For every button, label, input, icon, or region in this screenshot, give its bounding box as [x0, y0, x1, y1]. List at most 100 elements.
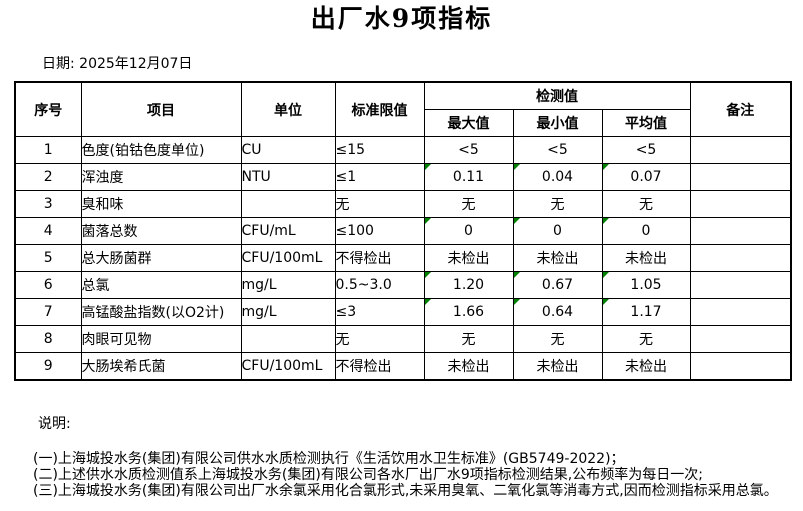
cell-avg-value: 无 [601, 325, 691, 353]
green-corner-flag-icon [514, 272, 520, 278]
green-corner-flag-icon [425, 164, 431, 170]
cell-avg-value: 未检出 [601, 352, 691, 381]
table-header-row-1: 序号 项目 单位 标准限值 检测值 备注 [14, 81, 792, 137]
cell-no: 4 [14, 217, 82, 245]
cell-item: 总大肠菌群 [80, 244, 242, 272]
note-line: (三)上海城投水务(集团)有限公司出厂水余氯采用化合氯形式,未采用臭氧、二氧化氯… [33, 483, 778, 499]
cell-avg-value: 无 [601, 190, 691, 218]
cell-avg-value: 1.05 [601, 271, 691, 299]
cell-item: 总氯 [80, 271, 242, 299]
table-row: 1 色度(铂钴色度单位) CU ≤15 <5 <5 <5 [14, 136, 792, 164]
cell-limit: 0.5~3.0 [334, 271, 425, 299]
cell-min-value: 无 [512, 190, 603, 218]
cell-unit: CFU/mL [240, 217, 336, 245]
cell-remark [689, 298, 792, 326]
cell-item: 臭和味 [80, 190, 242, 218]
page-title: 出厂水9项指标 [310, 4, 493, 33]
cell-min-value: 未检出 [512, 352, 603, 381]
header-unit: 单位 [240, 81, 336, 137]
header-max: 最大值 [423, 109, 514, 137]
cell-remark [689, 217, 792, 245]
cell-unit: mg/L [240, 271, 336, 299]
table-row: 4 菌落总数 CFU/mL ≤100 0 0 0 [14, 217, 792, 245]
cell-item: 高锰酸盐指数(以O2计) [80, 298, 242, 326]
cell-limit: 无 [334, 325, 425, 353]
cell-max-value: 0.11 [423, 163, 514, 191]
cell-max-value: 1.20 [423, 271, 514, 299]
header-remark: 备注 [689, 81, 792, 137]
cell-item: 肉眼可见物 [80, 325, 242, 353]
cell-item: 菌落总数 [80, 217, 242, 245]
cell-no: 5 [14, 244, 82, 272]
cell-no: 7 [14, 298, 82, 326]
cell-no: 8 [14, 325, 82, 353]
cell-unit [240, 190, 336, 218]
green-corner-flag-icon [514, 299, 520, 305]
cell-avg-value: 1.17 [601, 298, 691, 326]
cell-item: 大肠埃希氏菌 [80, 352, 242, 381]
cell-item: 浑浊度 [80, 163, 242, 191]
cell-limit: ≤100 [334, 217, 425, 245]
cell-max-value: 未检出 [423, 352, 514, 381]
table-row: 6 总氯 mg/L 0.5~3.0 1.20 0.67 1.05 [14, 271, 792, 299]
table-row: 9 大肠埃希氏菌 CFU/100mL 不得检出 未检出 未检出 未检出 [14, 352, 792, 381]
green-corner-flag-icon [603, 218, 609, 224]
table-row: 8 肉眼可见物 无 无 无 无 [14, 325, 792, 353]
cell-unit: CU [240, 136, 336, 164]
green-corner-flag-icon [603, 164, 609, 170]
cell-limit: ≤15 [334, 136, 425, 164]
cell-limit: 不得检出 [334, 352, 425, 381]
table-row: 3 臭和味 无 无 无 无 [14, 190, 792, 218]
cell-no: 6 [14, 271, 82, 299]
cell-avg-value: <5 [601, 136, 691, 164]
cell-remark [689, 271, 792, 299]
cell-max-value: 无 [423, 190, 514, 218]
green-corner-flag-icon [425, 272, 431, 278]
notes-label: 说明: [38, 416, 71, 432]
cell-remark [689, 244, 792, 272]
cell-min-value: 0.04 [512, 163, 603, 191]
cell-min-value: 无 [512, 325, 603, 353]
green-corner-flag-icon [514, 164, 520, 170]
green-corner-flag-icon [425, 299, 431, 305]
cell-remark [689, 352, 792, 381]
header-detection-group: 检测值 [423, 81, 691, 110]
cell-avg-value: 0.07 [601, 163, 691, 191]
cell-no: 3 [14, 190, 82, 218]
cell-no: 9 [14, 352, 82, 381]
cell-min-value: <5 [512, 136, 603, 164]
water-quality-table: 序号 项目 单位 标准限值 检测值 备注 最大值 最小值 平均值 1 色度(铂钴… [14, 81, 793, 381]
cell-limit: ≤3 [334, 298, 425, 326]
cell-max-value: 1.66 [423, 298, 514, 326]
cell-item: 色度(铂钴色度单位) [80, 136, 242, 164]
cell-min-value: 0.64 [512, 298, 603, 326]
green-corner-flag-icon [603, 299, 609, 305]
cell-no: 1 [14, 136, 82, 164]
green-corner-flag-icon [425, 218, 431, 224]
cell-unit: mg/L [240, 298, 336, 326]
report-date: 日期: 2025年12月07日 [42, 56, 193, 72]
note-line: (一)上海城投水务(集团)有限公司供水水质检测执行《生活饮用水卫生标准》(GB5… [33, 451, 625, 467]
cell-unit: CFU/100mL [240, 352, 336, 381]
cell-min-value: 未检出 [512, 244, 603, 272]
green-corner-flag-icon [603, 272, 609, 278]
cell-limit: 不得检出 [334, 244, 425, 272]
cell-limit: 无 [334, 190, 425, 218]
cell-max-value: 0 [423, 217, 514, 245]
cell-remark [689, 136, 792, 164]
notes-list: (一)上海城投水务(集团)有限公司供水水质检测执行《生活饮用水卫生标准》(GB5… [0, 432, 803, 499]
green-corner-flag-icon [514, 218, 520, 224]
cell-no: 2 [14, 163, 82, 191]
cell-max-value: <5 [423, 136, 514, 164]
cell-limit: ≤1 [334, 163, 425, 191]
cell-unit: NTU [240, 163, 336, 191]
header-item: 项目 [80, 81, 242, 137]
cell-min-value: 0 [512, 217, 603, 245]
cell-avg-value: 0 [601, 217, 691, 245]
cell-min-value: 0.67 [512, 271, 603, 299]
cell-max-value: 无 [423, 325, 514, 353]
table-row: 5 总大肠菌群 CFU/100mL 不得检出 未检出 未检出 未检出 [14, 244, 792, 272]
table-header-row-2: 最大值 最小值 平均值 [15, 109, 791, 137]
cell-unit [240, 325, 336, 353]
note-line: (二)上述供水水质检测值系上海城投水务(集团)有限公司各水厂出厂水9项指标检测结… [33, 467, 703, 483]
